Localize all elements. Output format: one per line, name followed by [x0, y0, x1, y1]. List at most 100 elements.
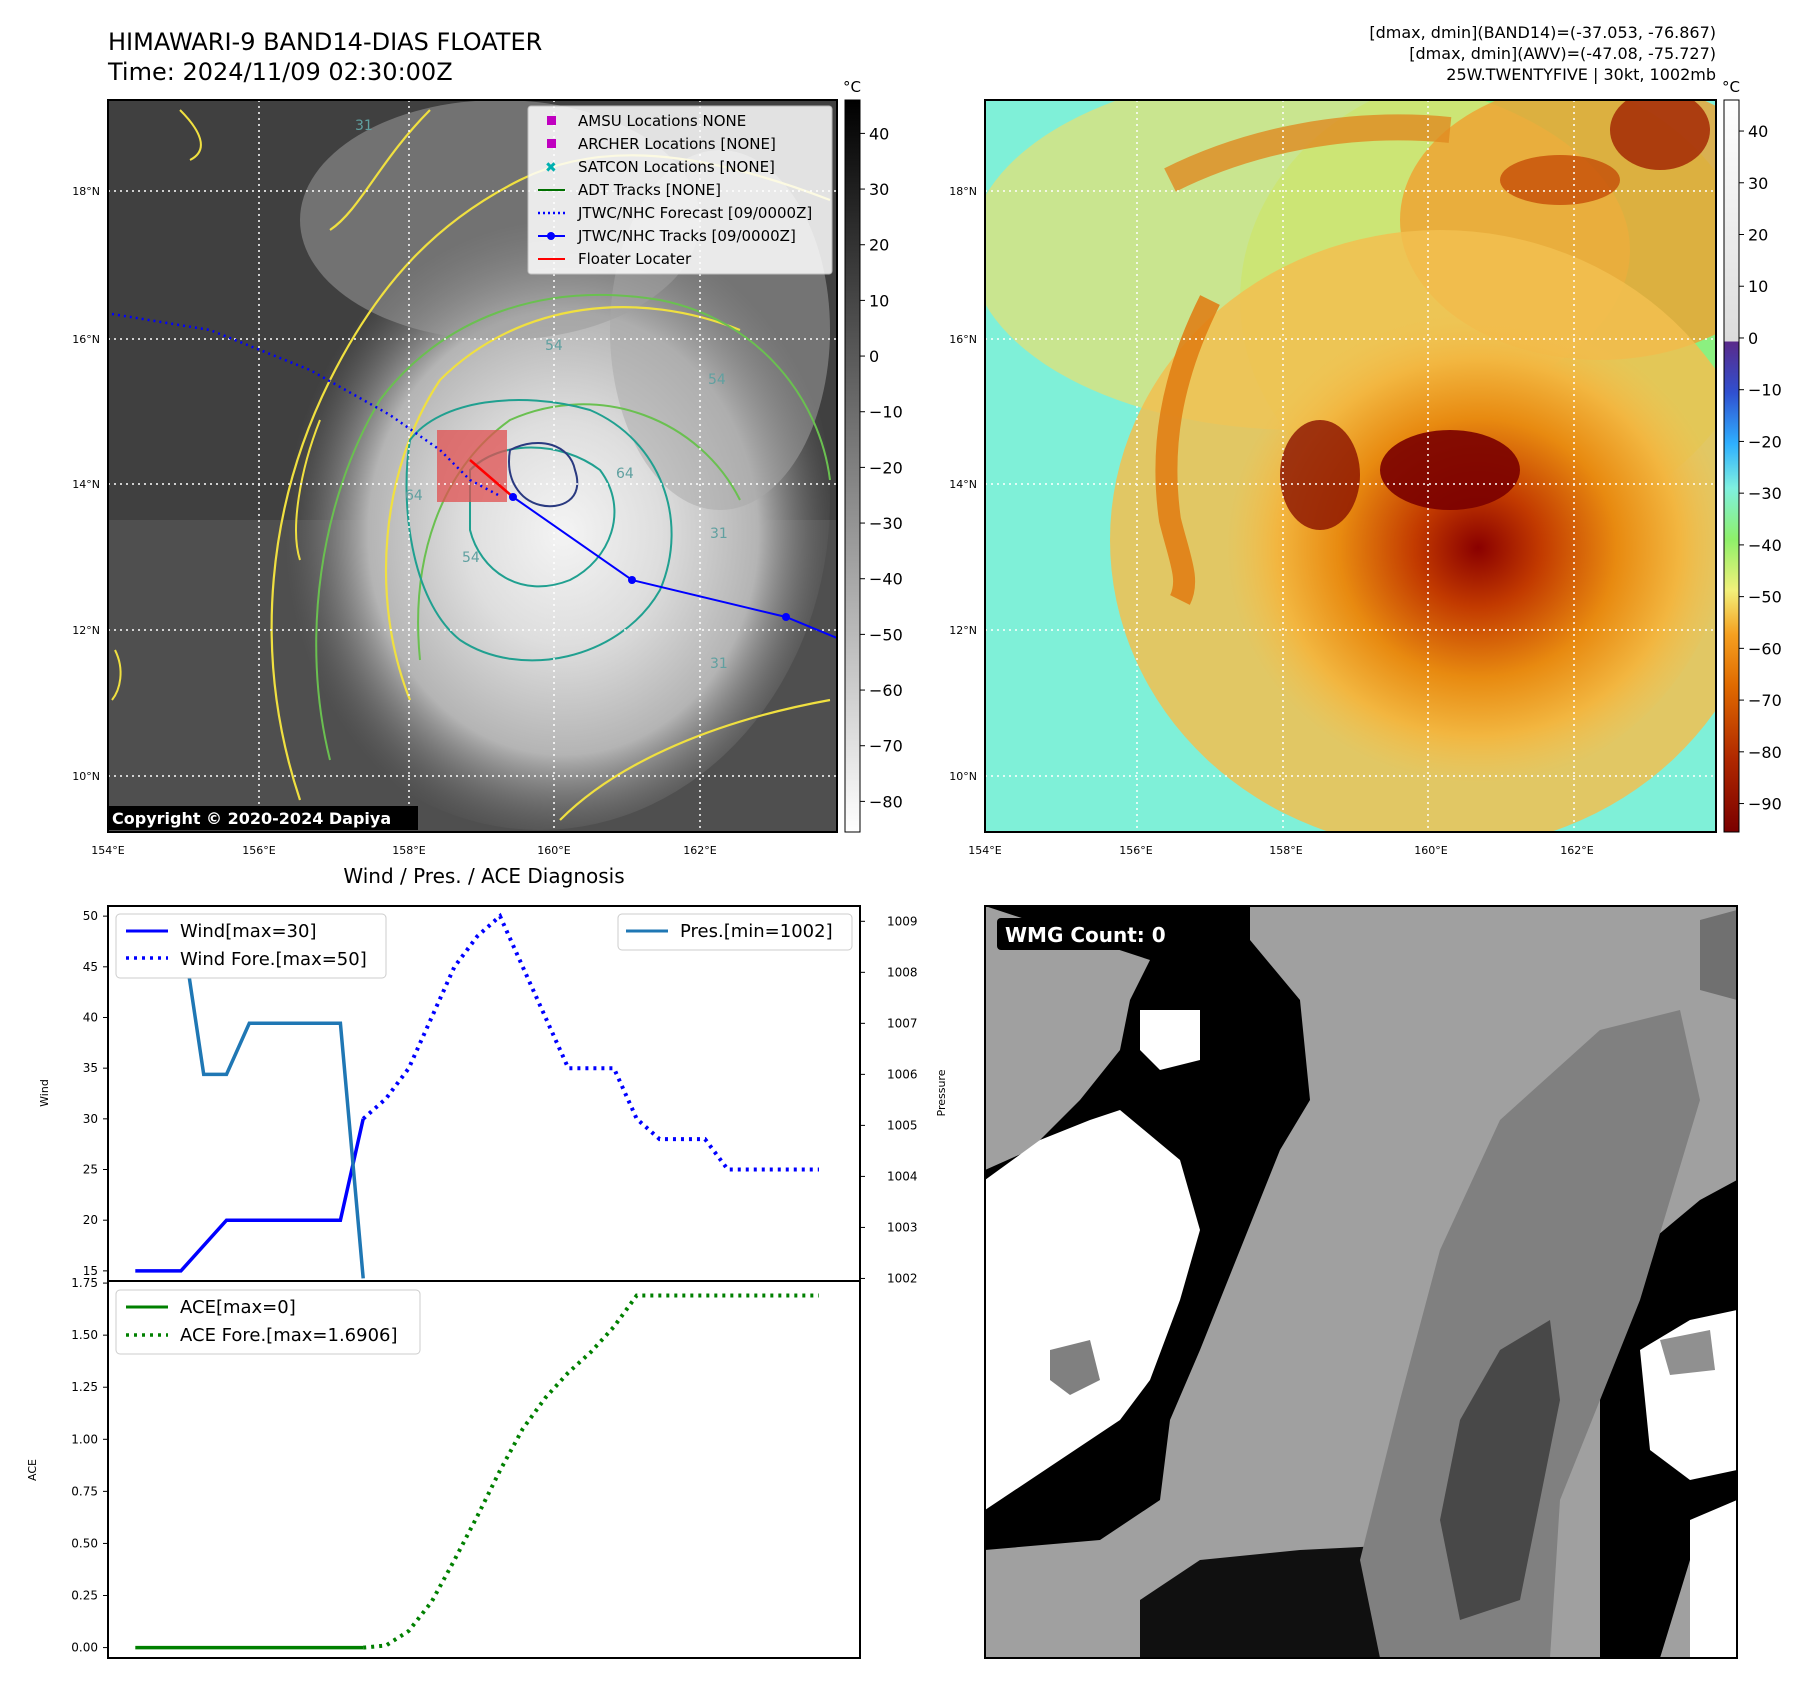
ace-tick-label: 0.75 — [71, 1484, 98, 1498]
ace-tick-label: 1.00 — [71, 1432, 98, 1446]
contour-label: 31 — [710, 526, 728, 542]
dmax-band14-text: [dmax, dmin](BAND14)=(-37.053, -76.867) — [1369, 23, 1716, 42]
figure-time: Time: 2024/11/09 02:30:00Z — [107, 58, 453, 86]
contour-label: 54 — [462, 550, 480, 566]
ir-colorbar-ticks: 40 30 20 10 0 −10 −20 −30 −40 −50 −60 −70 −80 — [860, 124, 903, 811]
pressure-tick-label: 1004 — [887, 1169, 918, 1183]
color-colorbar-ticks: 40 30 20 10 0 −10 −20 −30 −40 −50 −60 −70 −80 −90 — [1739, 122, 1782, 814]
ir-colorbar-tick-label: −80 — [869, 792, 903, 811]
lat-label: 14°N — [949, 478, 977, 491]
color-colorbar-unit: °C — [1722, 78, 1740, 96]
wind-legend: Wind[max=30] Wind Fore.[max=50] — [115, 913, 387, 979]
wind-tick-label: 25 — [83, 1163, 98, 1177]
wind-line — [135, 1118, 365, 1273]
color-colorbar-tick-label: −80 — [1748, 743, 1782, 762]
wmg-count: WMG Count: 0 — [1005, 923, 1166, 947]
legend-wind-forecast: Wind Fore.[max=50] — [180, 949, 367, 970]
lon-label: 158°E — [1269, 844, 1302, 857]
lon-label: 162°E — [1560, 844, 1593, 857]
lat-label: 16°N — [72, 333, 100, 346]
legend-item: JTWC/NHC Tracks [09/0000Z] — [577, 227, 796, 245]
ace-axis-label: ACE — [26, 1459, 39, 1481]
wind-tick-label: 40 — [83, 1010, 98, 1024]
ace-tick-label: 0.25 — [71, 1589, 98, 1603]
contour-label: 64 — [405, 488, 423, 504]
color-colorbar-tick-label: 40 — [1748, 122, 1768, 141]
pressure-axis-label: Pressure — [935, 1069, 948, 1116]
color-colorbar-tick-label: −10 — [1748, 381, 1782, 400]
contour-label: 54 — [708, 372, 726, 388]
lat-label: 10°N — [949, 770, 977, 783]
ir-colorbar-tick-label: −30 — [869, 514, 903, 533]
contour-label: 31 — [710, 656, 728, 672]
lon-label: 160°E — [1414, 844, 1447, 857]
lat-label: 18°N — [949, 185, 977, 198]
figure-title: HIMAWARI-9 BAND14-DIAS FLOATER — [108, 28, 542, 56]
ace-forecast-line — [363, 1293, 819, 1650]
lon-label: 158°E — [392, 844, 425, 857]
ir-colorbar-tick-label: 20 — [869, 236, 889, 255]
ir-colorbar-tick-label: −50 — [869, 625, 903, 644]
legend-pressure: Pres.[min=1002] — [680, 921, 833, 942]
color-colorbar-tick-label: −30 — [1748, 484, 1782, 503]
color-colorbar-tick-label: −70 — [1748, 691, 1782, 710]
pressure-tick-label: 1003 — [887, 1220, 918, 1234]
color-colorbar-tick-label: 30 — [1748, 174, 1768, 193]
color-colorbar-tick-label: −40 — [1748, 536, 1782, 555]
storm-info-text: 25W.TWENTYFIVE | 30kt, 1002mb — [1446, 65, 1716, 84]
wind-series-group — [135, 912, 819, 1279]
legend-item: Floater Locater — [578, 250, 692, 268]
lat-label: 18°N — [72, 185, 100, 198]
ace-tick-label: 0.00 — [71, 1641, 98, 1655]
contour-label: 64 — [616, 466, 634, 482]
color-colorbar-tick-label: −90 — [1748, 795, 1782, 814]
pressure-tick-label: 1008 — [887, 965, 918, 979]
ir-axis-labels: 18°N 16°N 14°N 12°N 10°N 154°E 156°E 158°E 160°E… — [72, 185, 717, 857]
contour-label: 54 — [545, 338, 563, 354]
lat-label: 10°N — [72, 770, 100, 783]
ir-legend: ✖ AMSU Locations NONE ARCHER Locations [… — [527, 105, 833, 275]
lon-label: 156°E — [242, 844, 275, 857]
contour-label: 31 — [355, 118, 373, 134]
color-enhanced-panel — [985, 100, 1716, 832]
ir-colorbar-tick-label: −70 — [869, 737, 903, 756]
pressure-tick-label: 1009 — [887, 914, 918, 928]
pressure-legend: Pres.[min=1002] — [617, 913, 853, 951]
svg-text:✖: ✖ — [545, 160, 557, 176]
wind-tick-label: 30 — [83, 1112, 98, 1126]
ir-colorbar-unit: °C — [843, 78, 861, 96]
wind-tick-label: 50 — [83, 909, 98, 923]
ir-colorbar-tick-label: −20 — [869, 458, 903, 477]
lon-label: 154°E — [968, 844, 1001, 857]
lon-label: 160°E — [537, 844, 570, 857]
wind-tick-label: 15 — [83, 1264, 98, 1278]
ace-tick-label: 1.75 — [71, 1276, 98, 1290]
ir-colorbar-tick-label: −10 — [869, 403, 903, 422]
lon-label: 154°E — [91, 844, 124, 857]
diagnosis-title: Wind / Pres. / ACE Diagnosis — [343, 864, 624, 888]
color-axis-labels: 18°N 16°N 14°N 12°N 10°N 154°E 156°E 158°E 160°E… — [949, 185, 1594, 857]
pressure-tick-label: 1006 — [887, 1067, 918, 1081]
pressure-tick-label: 1002 — [887, 1271, 918, 1285]
ir-colorbar-tick-label: −60 — [869, 681, 903, 700]
color-colorbar-tick-label: 10 — [1748, 277, 1768, 296]
ace-series-group — [135, 1293, 819, 1650]
ir-colorbar-tick-label: 30 — [869, 180, 889, 199]
legend-wind: Wind[max=30] — [180, 921, 317, 942]
color-colorbar-tick-label: −20 — [1748, 432, 1782, 451]
ir-colorbar — [844, 99, 861, 833]
ace-tick-label: 1.50 — [71, 1328, 98, 1342]
dmax-awv-text: [dmax, dmin](AWV)=(-47.08, -75.727) — [1409, 44, 1716, 63]
color-colorbar-tick-label: 0 — [1748, 329, 1758, 348]
color-colorbar-tick-label: 20 — [1748, 226, 1768, 245]
ace-axis-ticks: 0.00 0.25 0.50 0.75 1.00 1.25 1.50 1.75 — [71, 1276, 108, 1655]
legend-item: ARCHER Locations [NONE] — [578, 135, 776, 153]
ir-colorbar-tick-label: 0 — [869, 347, 879, 366]
wind-tick-label: 20 — [83, 1213, 98, 1227]
ir-colorbar-tick-label: 10 — [869, 291, 889, 310]
wind-axis-label: Wind — [38, 1079, 51, 1107]
lat-label: 14°N — [72, 478, 100, 491]
legend-item: AMSU Locations NONE — [578, 112, 746, 130]
legend-ace-forecast: ACE Fore.[max=1.6906] — [180, 1325, 398, 1346]
lat-label: 12°N — [72, 624, 100, 637]
